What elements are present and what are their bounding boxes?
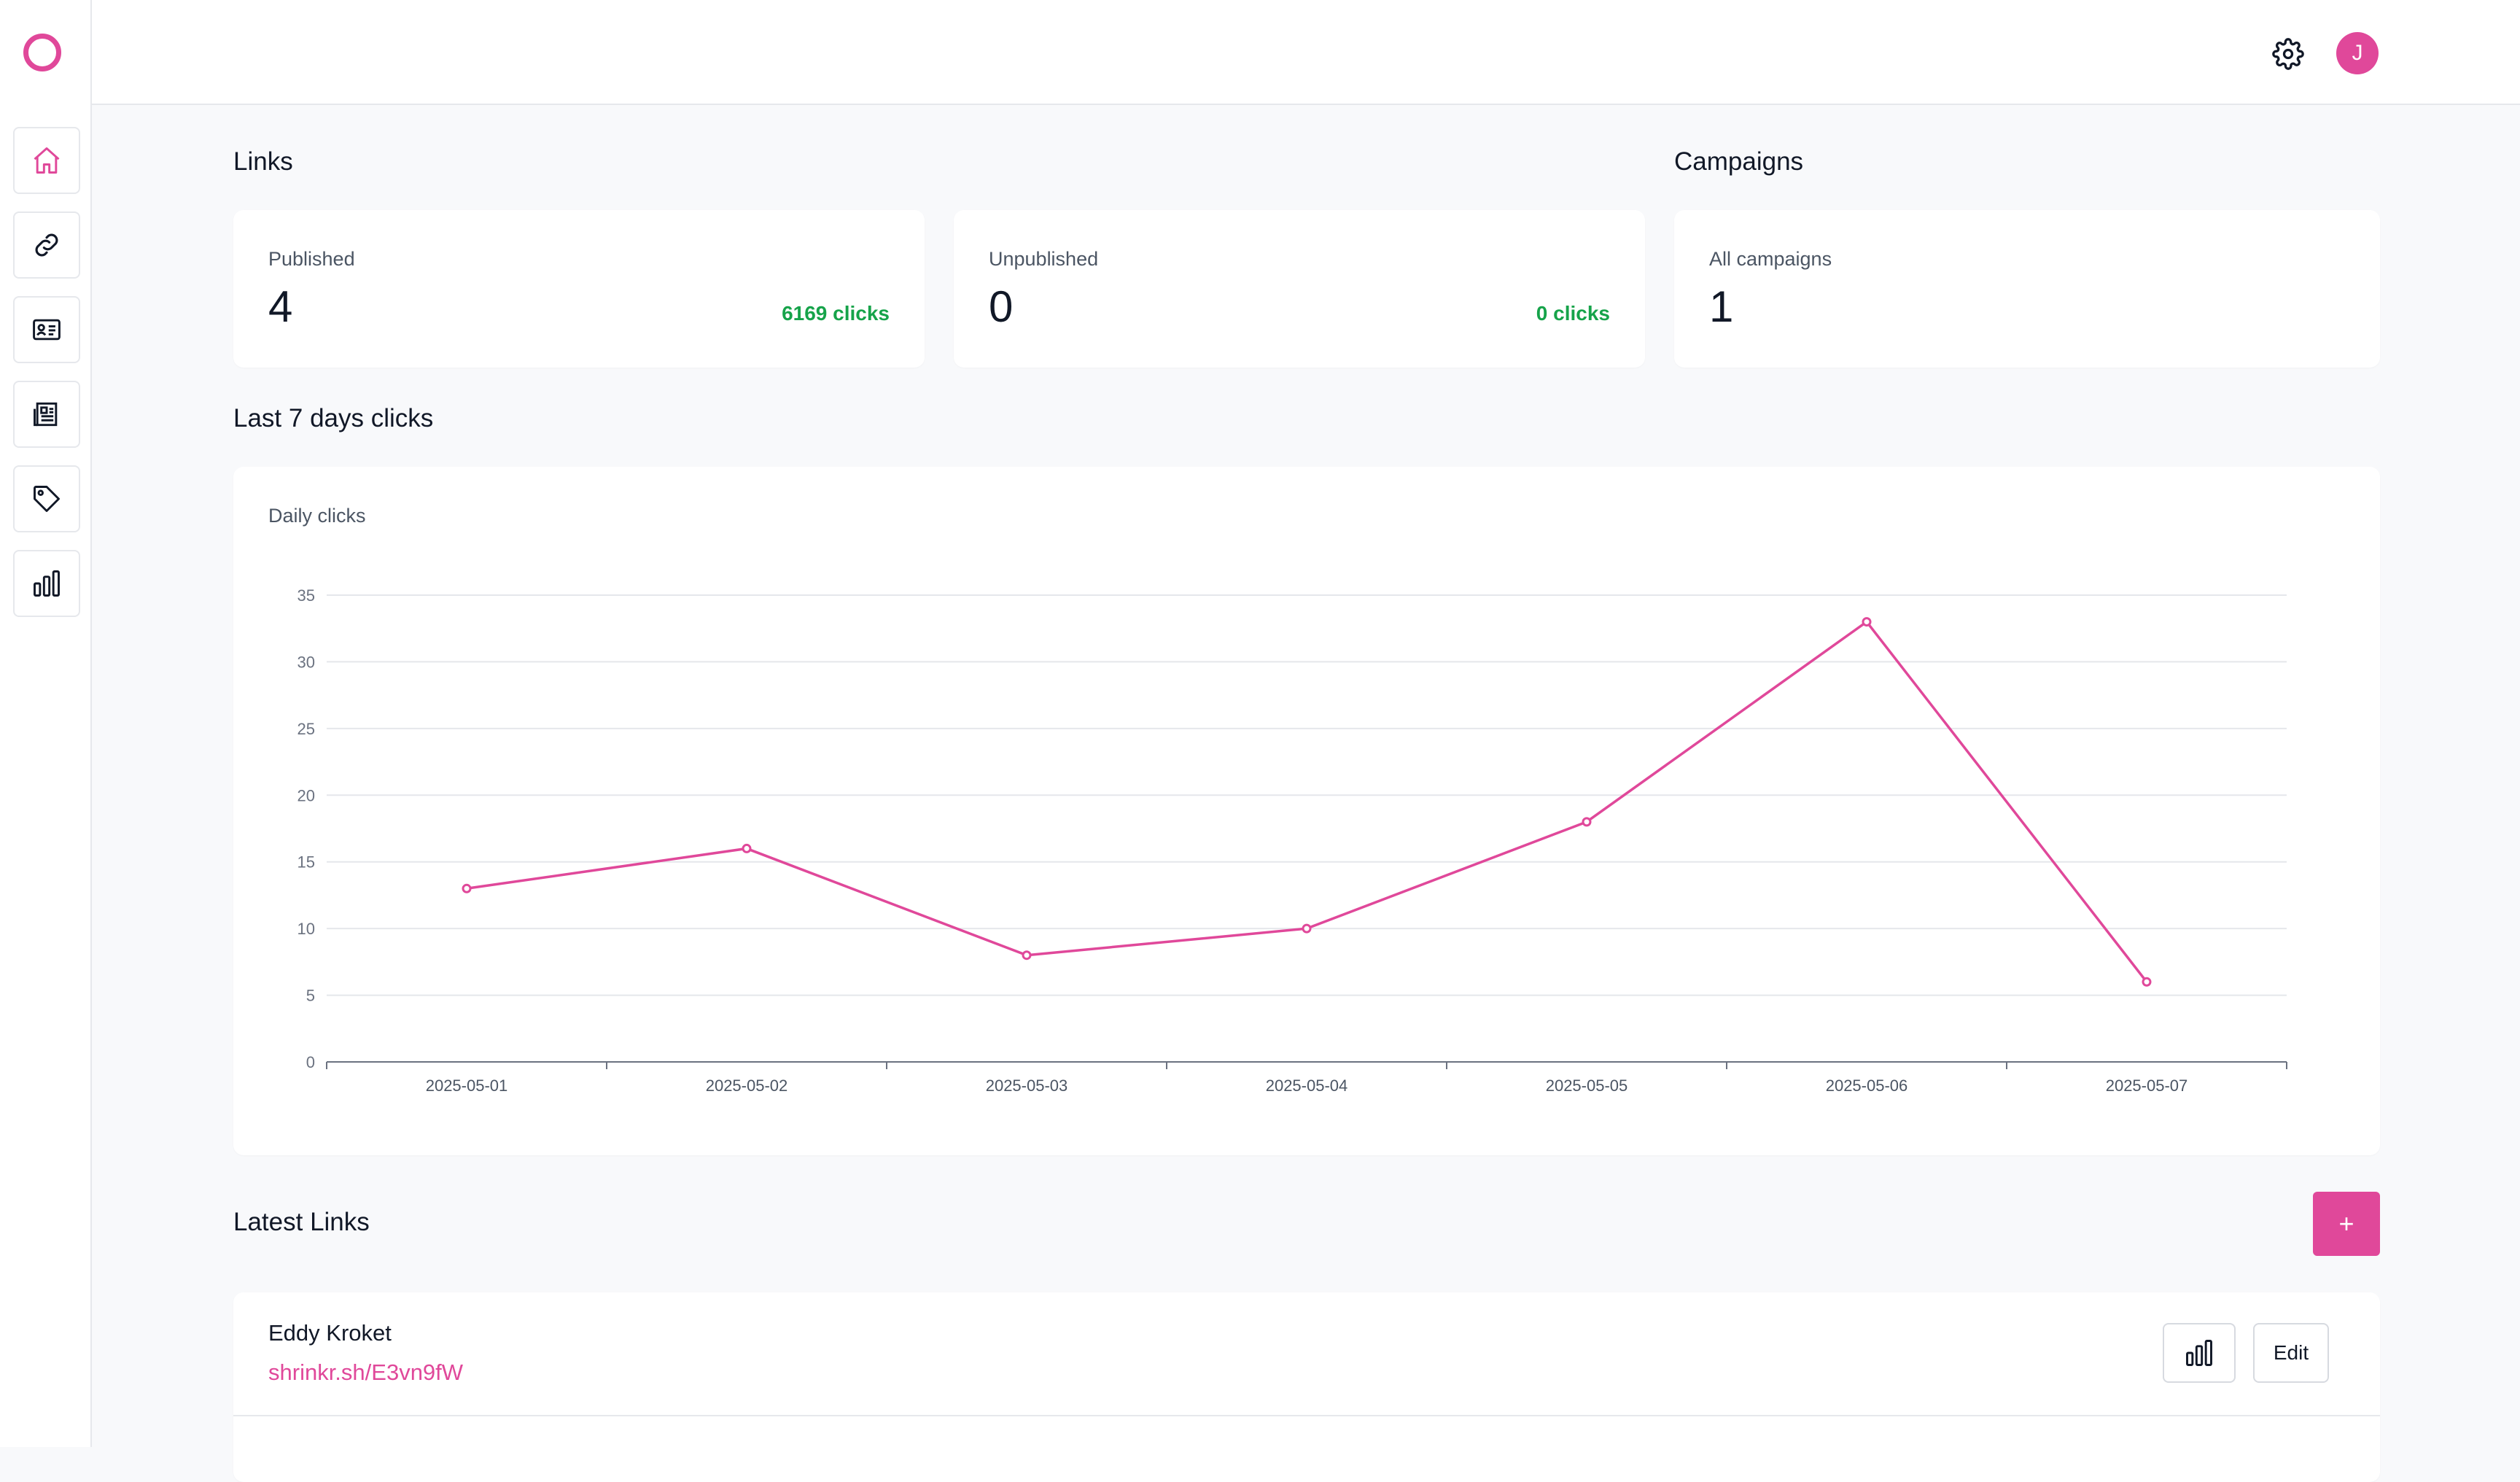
links-section-title: Links xyxy=(233,147,293,176)
data-point xyxy=(462,883,472,893)
newspaper-icon xyxy=(34,402,58,427)
data-point xyxy=(742,843,752,853)
link-icon xyxy=(35,233,58,257)
link-name: Eddy Kroket xyxy=(268,1320,392,1346)
gear-icon xyxy=(2272,38,2304,70)
sidebar-item-tags[interactable] xyxy=(13,465,80,532)
sidebar-item-links[interactable] xyxy=(13,212,80,279)
chart-card: Daily clicks 0 5 10 15 20 25 30 35 2025-05-01 202… xyxy=(233,467,2380,1155)
unpublished-count: 0 xyxy=(989,282,1014,331)
all-campaigns-count: 1 xyxy=(1709,282,1734,331)
y-tick-label: 20 xyxy=(298,786,315,804)
x-tick-label: 2025-05-07 xyxy=(2106,1076,2188,1095)
divider xyxy=(233,1415,2380,1416)
link-url[interactable]: shrinkr.sh/E3vn9fW xyxy=(268,1359,464,1385)
edit-button[interactable]: Edit xyxy=(2253,1323,2329,1383)
sidebar-item-analytics[interactable] xyxy=(13,550,80,617)
chart-label: Daily clicks xyxy=(268,505,366,527)
bar-chart-icon xyxy=(34,570,60,597)
tag-icon xyxy=(34,486,60,512)
campaigns-section-title: Campaigns xyxy=(1674,147,1804,176)
published-label: Published xyxy=(268,248,355,270)
x-tick-label: 2025-05-01 xyxy=(426,1076,508,1095)
data-point xyxy=(1862,617,1872,627)
settings-button[interactable] xyxy=(2269,35,2307,73)
top-bar xyxy=(92,0,2520,105)
x-tick-label: 2025-05-02 xyxy=(706,1076,788,1095)
x-tick-label: 2025-05-03 xyxy=(986,1076,1068,1095)
data-point xyxy=(1582,817,1592,827)
published-clicks: 6169 clicks xyxy=(782,302,890,325)
data-point xyxy=(2142,977,2152,987)
latest-links-title: Latest Links xyxy=(233,1208,370,1236)
sidebar-item-contacts[interactable] xyxy=(13,296,80,363)
y-tick-label: 25 xyxy=(298,720,315,738)
sidebar-item-home[interactable] xyxy=(13,127,80,194)
latest-links-card: Eddy Kroket shrinkr.sh/E3vn9fW Edit xyxy=(233,1292,2380,1482)
sidebar-item-articles[interactable] xyxy=(13,381,80,448)
bar-chart-icon xyxy=(2186,1340,2212,1366)
home-icon xyxy=(34,147,60,174)
x-tick-label: 2025-05-04 xyxy=(1266,1076,1348,1095)
daily-clicks-chart: 0 5 10 15 20 25 30 35 2025-05-01 2025-05-02 2025-0… xyxy=(298,586,2287,1095)
id-card-icon xyxy=(33,319,61,341)
y-tick-label: 35 xyxy=(298,586,315,605)
published-card: Published 4 6169 clicks xyxy=(233,210,925,368)
y-tick-label: 15 xyxy=(298,853,315,872)
data-point xyxy=(1302,923,1312,934)
unpublished-card: Unpublished 0 0 clicks xyxy=(954,210,1645,368)
y-tick-label: 5 xyxy=(306,987,315,1005)
y-tick-label: 30 xyxy=(298,653,315,671)
logo[interactable] xyxy=(23,34,61,71)
data-point xyxy=(1022,950,1032,961)
avatar[interactable]: J xyxy=(2336,32,2379,74)
chart-section-title: Last 7 days clicks xyxy=(233,404,434,432)
add-link-button[interactable]: + xyxy=(2313,1192,2380,1256)
campaigns-card: All campaigns 1 xyxy=(1674,210,2380,368)
all-campaigns-label: All campaigns xyxy=(1709,248,1832,270)
unpublished-clicks: 0 clicks xyxy=(1536,302,1610,325)
link-stats-button[interactable] xyxy=(2163,1323,2236,1383)
x-tick-label: 2025-05-06 xyxy=(1826,1076,1908,1095)
x-tick-label: 2025-05-05 xyxy=(1546,1076,1628,1095)
y-tick-label: 0 xyxy=(306,1053,315,1071)
sidebar xyxy=(0,0,92,1447)
unpublished-label: Unpublished xyxy=(989,248,1099,270)
published-count: 4 xyxy=(268,282,293,331)
y-tick-label: 10 xyxy=(298,920,315,938)
